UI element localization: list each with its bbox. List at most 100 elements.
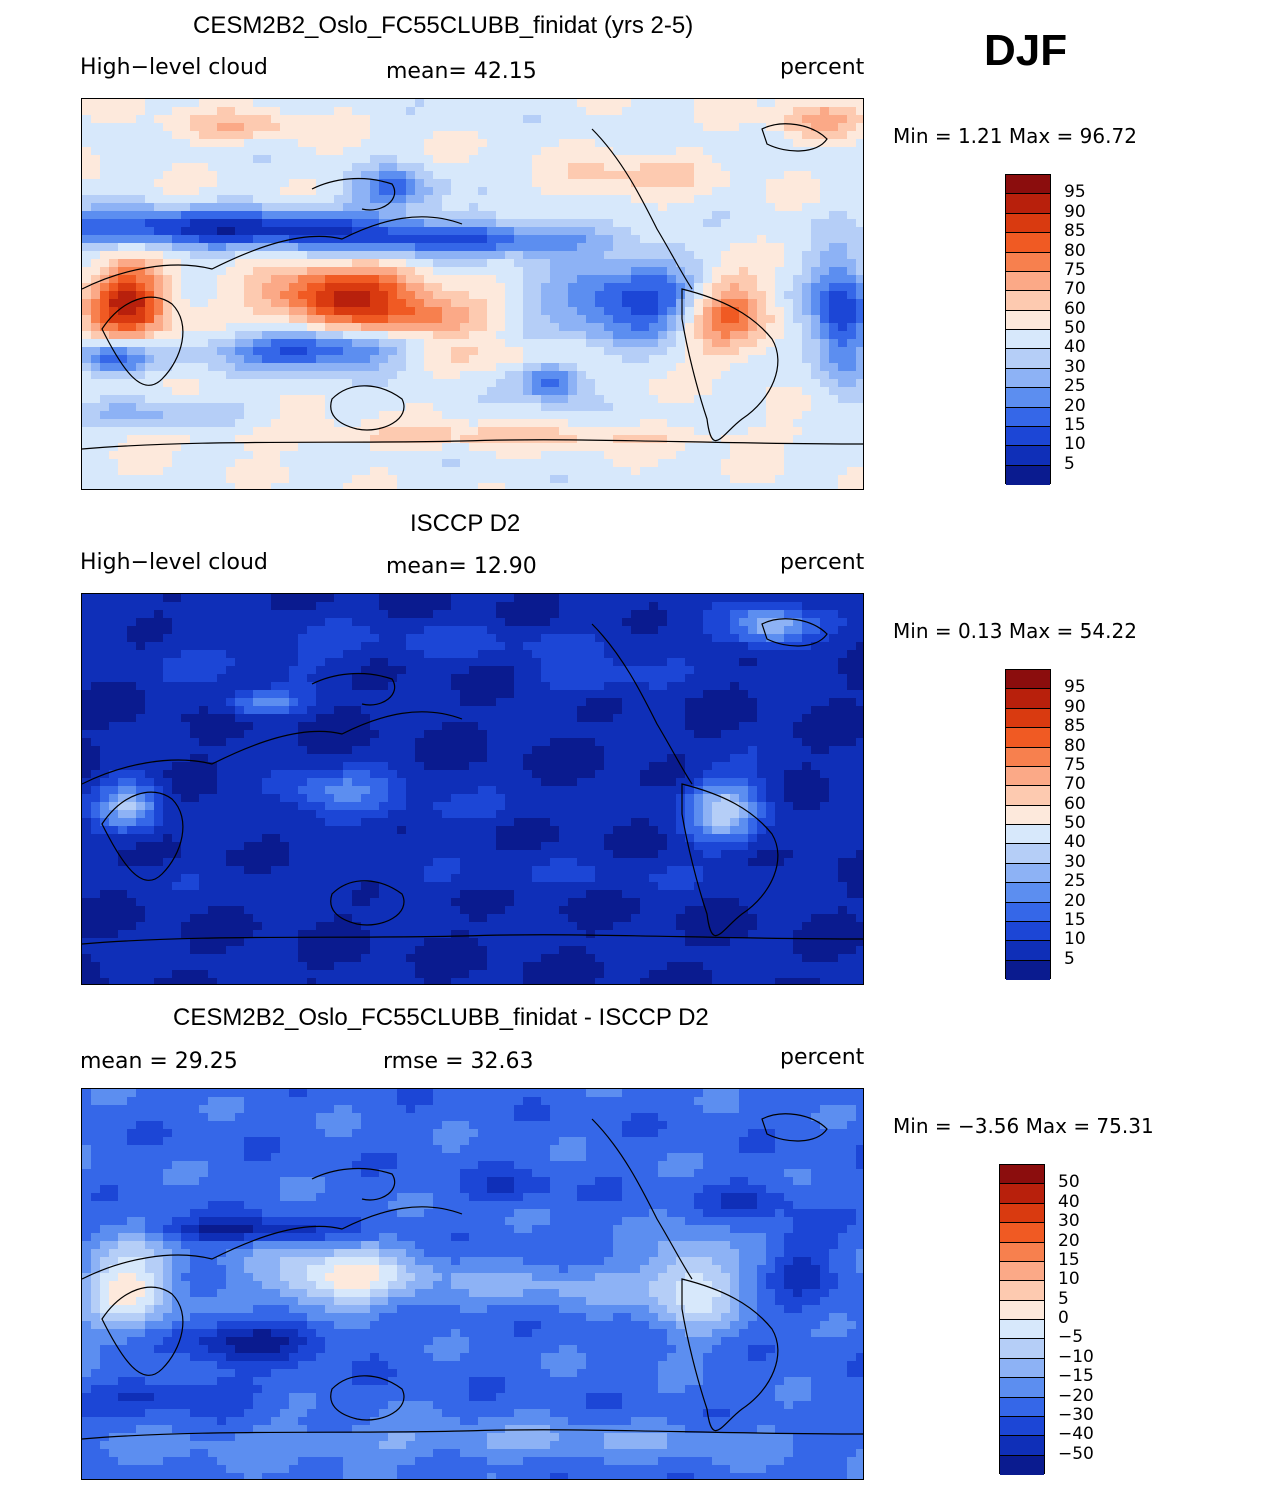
colorbar-swatch xyxy=(1000,1165,1044,1185)
colorbar-label: 80 xyxy=(1064,735,1086,756)
colorbar-label: 5 xyxy=(1064,948,1075,969)
colorbar-label: −20 xyxy=(1058,1385,1094,1406)
colorbar-swatch xyxy=(1000,1436,1044,1456)
panel3-left-label: mean = 29.25 xyxy=(80,1049,238,1074)
panel1-left-label: High−level cloud xyxy=(80,55,268,80)
panel3-center-label: rmse = 32.63 xyxy=(383,1049,534,1074)
season-label: DJF xyxy=(984,26,1068,75)
panel1-contour-map xyxy=(82,99,863,489)
panel2-units: percent xyxy=(780,550,865,575)
colorbar-label: −5 xyxy=(1058,1327,1084,1348)
panel1-map xyxy=(81,98,864,490)
colorbar-swatch xyxy=(1000,1184,1044,1204)
colorbar-swatch xyxy=(1006,407,1050,427)
colorbar-label: 40 xyxy=(1064,337,1086,358)
colorbar-label: 60 xyxy=(1064,793,1086,814)
panel1-units: percent xyxy=(780,55,865,80)
coastline xyxy=(82,439,863,450)
colorbar-label: 70 xyxy=(1064,774,1086,795)
colorbar-swatch xyxy=(1006,805,1050,825)
colorbar-label: 25 xyxy=(1064,376,1086,397)
colorbar-swatch xyxy=(1006,689,1050,709)
panel2-title: ISCCP D2 xyxy=(410,510,521,537)
colorbar-label: 95 xyxy=(1064,677,1086,698)
panel3-map xyxy=(81,1088,864,1480)
panel2-colorbar xyxy=(1005,669,1051,980)
colorbar-swatch xyxy=(1006,252,1050,272)
colorbar-swatch xyxy=(1006,766,1050,787)
colorbar-label: 75 xyxy=(1064,754,1086,775)
coastline xyxy=(761,618,828,647)
colorbar-label: 95 xyxy=(1064,182,1086,203)
coastline xyxy=(82,1206,463,1280)
colorbar-label: 20 xyxy=(1058,1230,1080,1251)
coastline xyxy=(681,1278,779,1432)
colorbar-label: −50 xyxy=(1058,1443,1094,1464)
coastline xyxy=(330,1375,405,1421)
colorbar-label: 15 xyxy=(1058,1249,1080,1270)
coastline xyxy=(311,1167,396,1201)
colorbar-label: −15 xyxy=(1058,1366,1094,1387)
colorbar-swatch xyxy=(1006,941,1050,961)
coastline xyxy=(330,385,405,431)
colorbar-swatch xyxy=(1006,960,1050,980)
panel1-minmax: Min = 1.21 Max = 96.72 xyxy=(893,124,1137,148)
colorbar-label: 25 xyxy=(1064,871,1086,892)
colorbar-label: 15 xyxy=(1064,909,1086,930)
colorbar-label: 80 xyxy=(1064,240,1086,261)
coastline xyxy=(82,934,863,945)
coastline xyxy=(591,128,693,290)
colorbar-swatch xyxy=(1000,1203,1044,1224)
colorbar-label: 50 xyxy=(1064,318,1086,338)
colorbar-swatch xyxy=(1000,1223,1044,1243)
colorbar-swatch xyxy=(1006,388,1050,408)
colorbar-swatch xyxy=(1006,844,1050,864)
colorbar-swatch xyxy=(1006,368,1050,389)
colorbar-swatch xyxy=(1006,708,1050,729)
colorbar-swatch xyxy=(1000,1320,1044,1340)
colorbar-swatch xyxy=(1006,310,1050,330)
coastline xyxy=(101,296,184,386)
colorbar-swatch xyxy=(1006,902,1050,922)
colorbar-label: 5 xyxy=(1058,1288,1069,1309)
colorbar-swatch xyxy=(1006,175,1050,195)
coastline xyxy=(681,288,779,442)
colorbar-label: 40 xyxy=(1058,1191,1080,1212)
colorbar-swatch xyxy=(1006,446,1050,466)
panel2-center-label: mean= 12.90 xyxy=(386,554,537,579)
colorbar-label: 10 xyxy=(1064,929,1086,950)
colorbar-label: 90 xyxy=(1064,201,1086,222)
colorbar-swatch xyxy=(1006,747,1050,767)
coastline xyxy=(311,177,396,211)
coastline xyxy=(82,711,463,785)
colorbar-swatch xyxy=(1006,883,1050,903)
colorbar-label: 40 xyxy=(1064,832,1086,853)
panel1-center-label: mean= 42.15 xyxy=(386,59,537,84)
colorbar-label: 50 xyxy=(1058,1172,1080,1193)
colorbar-swatch xyxy=(1006,349,1050,369)
colorbar-swatch xyxy=(1000,1261,1044,1282)
colorbar-label: 90 xyxy=(1064,696,1086,717)
colorbar-label: 20 xyxy=(1064,890,1086,911)
colorbar-swatch xyxy=(1006,863,1050,884)
colorbar-label: 30 xyxy=(1058,1211,1080,1232)
coastline xyxy=(761,123,828,152)
coastline xyxy=(101,1286,184,1376)
panel2-minmax: Min = 0.13 Max = 54.22 xyxy=(893,619,1137,643)
coastline xyxy=(681,783,779,937)
colorbar-swatch xyxy=(1006,786,1050,806)
colorbar-swatch xyxy=(1006,213,1050,234)
colorbar-label: 5 xyxy=(1064,453,1075,474)
colorbar-label: 0 xyxy=(1058,1308,1069,1328)
coastline xyxy=(101,791,184,881)
colorbar-label: −30 xyxy=(1058,1404,1094,1425)
panel2-left-label: High−level cloud xyxy=(80,550,268,575)
colorbar-swatch xyxy=(1006,194,1050,214)
colorbar-label: −40 xyxy=(1058,1424,1094,1445)
colorbar-label: 75 xyxy=(1064,259,1086,280)
panel3-title: CESM2B2_Oslo_FC55CLUBB_finidat - ISCCP D… xyxy=(173,1004,709,1031)
coastline xyxy=(82,1429,863,1440)
colorbar-label: 10 xyxy=(1064,434,1086,455)
panel2-contour-map xyxy=(82,594,863,984)
coastline xyxy=(311,672,396,706)
